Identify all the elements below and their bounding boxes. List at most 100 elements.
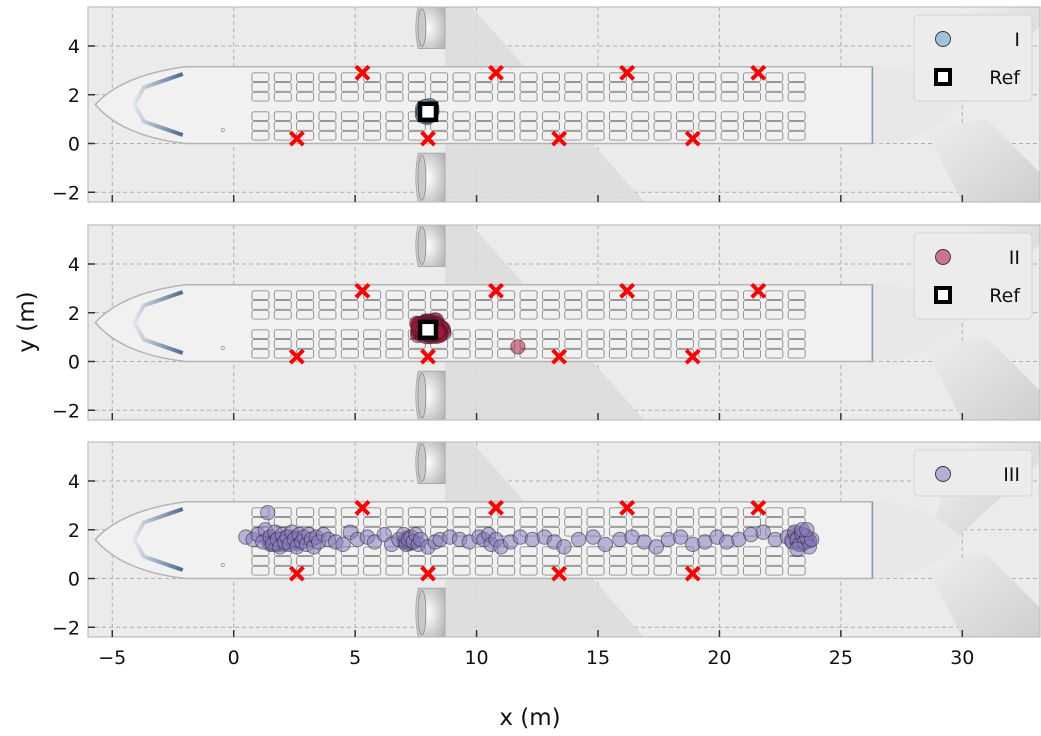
seat xyxy=(273,72,292,83)
seat xyxy=(519,130,538,141)
seat xyxy=(653,82,672,92)
seat xyxy=(787,329,806,340)
seat xyxy=(318,339,337,349)
seat xyxy=(743,91,761,102)
x-marker xyxy=(420,565,436,582)
seat xyxy=(608,290,627,301)
seat xyxy=(318,130,337,141)
seat xyxy=(787,565,806,576)
tail-wing-lower xyxy=(913,324,1040,420)
seat xyxy=(430,121,449,131)
seat xyxy=(497,130,516,141)
y-tick-label: 0 xyxy=(68,569,80,591)
seat xyxy=(318,121,337,131)
seat xyxy=(765,121,784,131)
seat xyxy=(564,339,583,349)
seat xyxy=(608,130,627,141)
x-tick-label: 0 xyxy=(228,647,240,669)
seat xyxy=(296,72,315,83)
seat xyxy=(675,72,694,83)
seat xyxy=(519,309,538,320)
seat xyxy=(765,339,784,349)
data-point xyxy=(335,536,351,553)
seat xyxy=(608,121,627,131)
seat xyxy=(765,517,784,527)
seat xyxy=(608,309,627,320)
seat xyxy=(452,72,471,83)
seat xyxy=(675,556,694,566)
seat xyxy=(363,82,382,92)
seat xyxy=(430,300,449,310)
seat xyxy=(586,300,605,310)
y-tick-label: 2 xyxy=(68,303,80,325)
seat xyxy=(340,130,359,141)
seat xyxy=(519,517,538,527)
seat xyxy=(720,507,739,518)
seat xyxy=(407,121,426,131)
cockpit-dot xyxy=(220,563,225,568)
seat xyxy=(407,517,426,527)
seat xyxy=(675,82,694,92)
seat xyxy=(564,111,583,122)
seat xyxy=(586,290,605,301)
seat xyxy=(653,72,672,83)
seat xyxy=(474,111,493,122)
cockpit-dot xyxy=(220,128,225,133)
seat xyxy=(452,82,471,92)
seat xyxy=(743,82,761,92)
legend-label: Ref xyxy=(989,285,1021,307)
seat xyxy=(675,517,694,527)
seat xyxy=(720,339,739,349)
seat xyxy=(251,309,270,320)
seat xyxy=(474,339,493,349)
seat xyxy=(698,300,717,310)
seat xyxy=(608,91,627,102)
seat xyxy=(631,82,650,92)
seat xyxy=(653,565,672,576)
seat xyxy=(787,348,806,359)
seat xyxy=(608,82,627,92)
seat xyxy=(452,517,471,527)
seat xyxy=(698,565,717,576)
seat xyxy=(251,290,270,301)
seat xyxy=(497,111,516,122)
seat xyxy=(698,309,717,320)
legend-ref-marker xyxy=(934,286,952,304)
legend: II Ref xyxy=(913,232,1033,320)
seat xyxy=(251,130,270,141)
x-marker xyxy=(684,565,701,582)
seat xyxy=(385,556,404,566)
seat xyxy=(631,309,650,320)
seat xyxy=(385,72,404,83)
seat xyxy=(251,121,270,131)
seat xyxy=(430,91,449,102)
seat xyxy=(720,72,739,83)
seat xyxy=(787,111,806,122)
data-point xyxy=(585,529,601,545)
seat xyxy=(385,329,404,340)
data-point xyxy=(672,529,689,545)
engine-intake xyxy=(417,226,427,265)
seat xyxy=(430,556,449,566)
y-axis-label: y (m) xyxy=(14,291,40,352)
seat xyxy=(698,130,717,141)
seat xyxy=(653,130,672,141)
tail-wing-lower xyxy=(913,106,1040,202)
seat xyxy=(586,339,605,349)
x-marker xyxy=(288,348,305,365)
seat xyxy=(474,300,493,310)
seat xyxy=(765,556,784,566)
seat xyxy=(743,546,761,557)
x-marker xyxy=(354,282,371,299)
y-tick-label: 2 xyxy=(68,85,80,107)
y-tick-label: 4 xyxy=(68,254,80,276)
seat xyxy=(519,111,538,122)
seat xyxy=(519,565,538,576)
engine-intake xyxy=(417,154,427,201)
seat xyxy=(631,565,650,576)
panel-frame xyxy=(87,441,1041,638)
seat xyxy=(541,82,560,92)
seat xyxy=(564,309,583,320)
legend-box xyxy=(913,449,1033,497)
